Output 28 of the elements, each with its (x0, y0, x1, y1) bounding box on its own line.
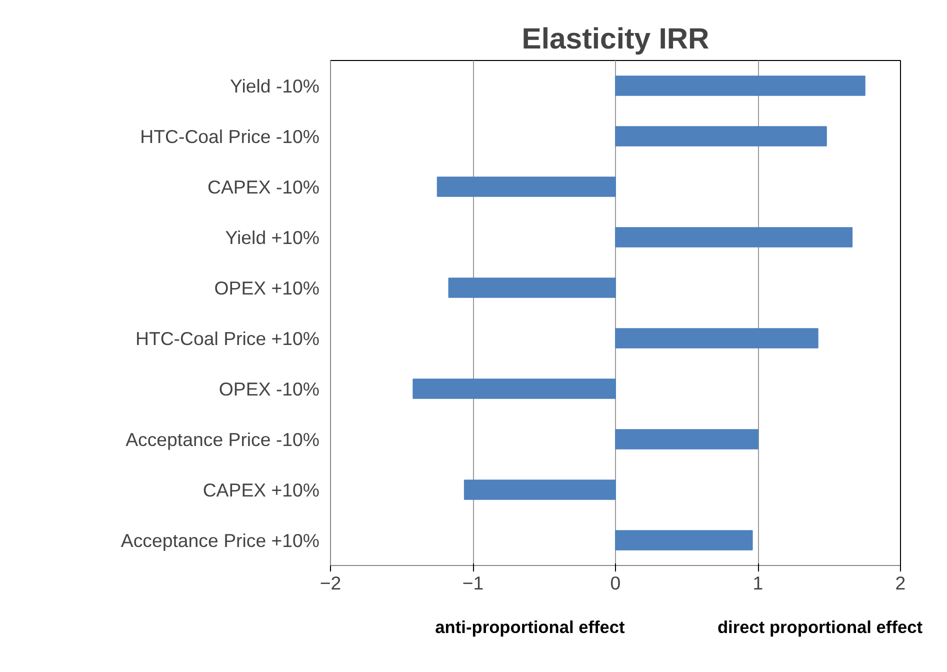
chart-title: Elasticity IRR (522, 22, 710, 56)
bar (615, 227, 853, 248)
bar (615, 429, 758, 450)
y-tick-label: CAPEX -10% (208, 176, 320, 198)
y-tick-label: Yield +10% (225, 226, 320, 248)
text: direct proportional effect (717, 616, 923, 639)
bar (615, 76, 866, 96)
y-tick-label: OPEX -10% (218, 378, 320, 400)
y-tick-label: CAPEX +10% (202, 479, 320, 500)
y-tick-label: Yield -10% (230, 75, 320, 96)
x-tick-label: 1 (752, 572, 764, 594)
bar (615, 328, 818, 348)
text: anti-proportional effect (435, 616, 625, 639)
x-tick-label: 2 (895, 572, 906, 594)
y-tick-label: Acceptance Price +10% (120, 530, 320, 551)
bar (448, 278, 616, 298)
y-tick-label: OPEX +10% (214, 277, 320, 298)
bar (412, 378, 616, 399)
bar (615, 126, 827, 146)
y-tick-label: HTC-Coal Price +10% (135, 328, 320, 349)
bar (464, 480, 616, 500)
x-tick-label: −1 (462, 572, 484, 594)
x-tick-label: 0 (610, 572, 621, 594)
bar (615, 530, 753, 550)
x-tick-label: −2 (320, 572, 342, 594)
bar (436, 176, 616, 197)
y-tick-label: HTC-Coal Price -10% (140, 126, 320, 147)
y-tick-label: Acceptance Price -10% (126, 428, 320, 450)
